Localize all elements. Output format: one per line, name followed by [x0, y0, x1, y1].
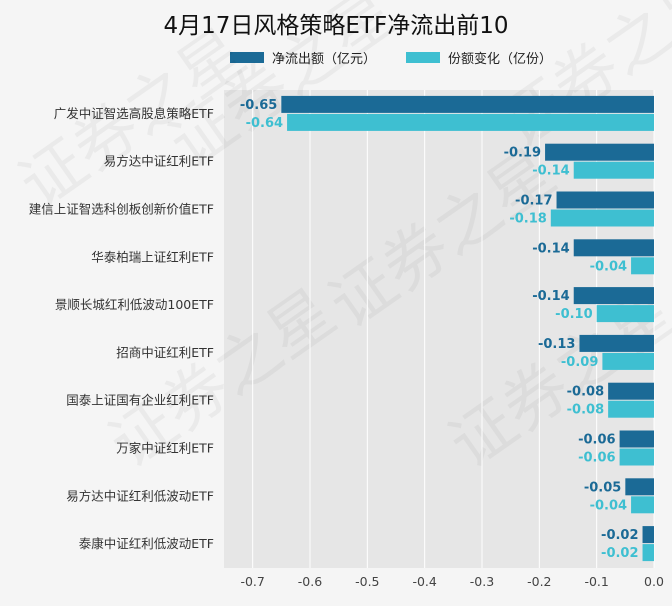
bar-share-change — [608, 400, 654, 418]
legend-item-net-outflow: 净流出额（亿元） — [230, 48, 376, 67]
category-label: 景顺长城红利低波动100ETF — [55, 297, 214, 312]
bar-share-change — [596, 305, 654, 323]
legend-label-net-outflow: 净流出额（亿元） — [272, 52, 377, 67]
bar-net-outflow — [281, 95, 654, 113]
bar-share-change — [550, 209, 654, 227]
x-tick-label: 0.0 — [644, 574, 664, 589]
category-label: 易方达中证红利ETF — [104, 154, 214, 169]
data-label: -0.05 — [584, 480, 621, 495]
x-tick-label: -0.3 — [470, 574, 494, 589]
category-label: 华泰柏瑞上证红利ETF — [91, 249, 214, 264]
data-label: -0.02 — [601, 546, 638, 561]
data-label: -0.06 — [578, 433, 615, 448]
data-label: -0.04 — [590, 259, 627, 274]
x-tick-label: -0.2 — [527, 574, 551, 589]
legend-swatch-net-outflow — [230, 52, 264, 63]
category-label: 建信上证智选科创板创新价值ETF — [29, 202, 214, 217]
x-tick-label: -0.6 — [298, 574, 322, 589]
bar-net-outflow — [579, 334, 654, 352]
data-label: -0.19 — [504, 146, 541, 161]
bar-net-outflow — [642, 526, 654, 544]
bar-share-change — [642, 544, 654, 562]
legend: 净流出额（亿元） 份额变化（亿份） — [230, 48, 552, 67]
data-label: -0.09 — [561, 355, 598, 370]
category-label: 万家中证红利ETF — [116, 441, 214, 456]
bar-net-outflow — [545, 143, 654, 161]
x-tick-label: -0.5 — [355, 574, 379, 589]
data-label: -0.04 — [590, 498, 627, 513]
data-label: -0.14 — [532, 164, 569, 179]
bar-net-outflow — [573, 287, 654, 305]
data-label: -0.13 — [538, 337, 575, 352]
bar-share-change — [602, 352, 654, 370]
data-label: -0.08 — [567, 385, 604, 400]
data-label: -0.02 — [601, 528, 638, 543]
data-label: -0.08 — [567, 403, 604, 418]
data-label: -0.14 — [532, 289, 569, 304]
x-tick-label: -0.7 — [240, 574, 264, 589]
data-label: -0.64 — [246, 116, 283, 131]
bar-share-change — [287, 113, 654, 131]
x-tick-label: -0.1 — [584, 574, 608, 589]
bar-share-change — [631, 257, 654, 275]
category-label: 泰康中证红利低波动ETF — [79, 536, 214, 551]
legend-swatch-share-change — [406, 52, 441, 63]
legend-item-share-change: 份额变化（亿份） — [406, 48, 552, 67]
bar-share-change — [573, 161, 654, 179]
category-label: 招商中证红利ETF — [116, 345, 214, 360]
data-label: -0.14 — [532, 241, 569, 256]
x-tick-label: -0.4 — [412, 574, 436, 589]
bar-net-outflow — [625, 478, 654, 496]
bar-net-outflow — [573, 239, 654, 257]
data-label: -0.06 — [578, 451, 615, 466]
bar-share-change — [631, 496, 654, 514]
category-label: 广发中证智选高股息策略ETF — [54, 106, 214, 121]
data-label: -0.18 — [509, 212, 546, 227]
bar-share-change — [619, 448, 654, 466]
data-label: -0.10 — [555, 307, 592, 322]
data-label: -0.17 — [515, 194, 552, 209]
category-label: 易方达中证红利低波动ETF — [66, 488, 214, 503]
chart-title: 4月17日风格策略ETF净流出前10 — [163, 13, 509, 39]
category-label: 国泰上证国有企业红利ETF — [66, 393, 214, 408]
bar-net-outflow — [556, 191, 654, 209]
data-label: -0.65 — [240, 98, 277, 113]
bar-net-outflow — [608, 382, 654, 400]
legend-label-share-change: 份额变化（亿份） — [448, 52, 553, 67]
bar-net-outflow — [619, 430, 654, 448]
